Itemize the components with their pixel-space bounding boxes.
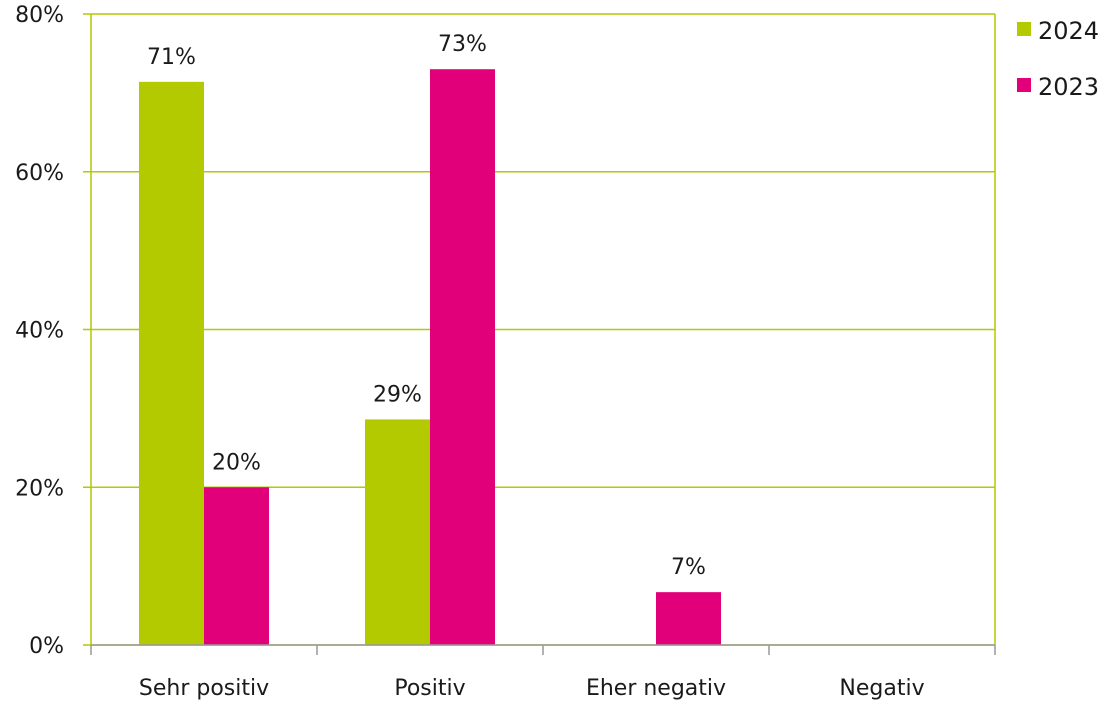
data-label: 7% bbox=[671, 555, 706, 580]
legend-swatch-2024 bbox=[1017, 22, 1031, 36]
x-axis-ticks: Sehr positiv Positiv Eher negativ Negativ bbox=[139, 676, 925, 701]
legend: 2024 2023 bbox=[1017, 17, 1099, 101]
axes bbox=[90, 14, 996, 655]
y-tick-label: 20% bbox=[15, 476, 64, 501]
bars bbox=[139, 69, 721, 645]
y-tick-label: 0% bbox=[29, 634, 64, 659]
data-label: 73% bbox=[438, 32, 487, 57]
data-labels: 71% 20% 29% 73% 7% bbox=[147, 32, 706, 580]
data-label: 71% bbox=[147, 45, 196, 70]
x-tick-label: Positiv bbox=[394, 676, 465, 701]
x-tick-label: Negativ bbox=[839, 676, 924, 701]
x-tick-label: Eher negativ bbox=[586, 676, 726, 701]
data-label: 29% bbox=[373, 382, 422, 407]
y-tick-label: 60% bbox=[15, 161, 64, 186]
y-tick-label: 40% bbox=[15, 319, 64, 344]
bar-2024-positiv bbox=[365, 419, 430, 645]
data-label: 20% bbox=[212, 450, 261, 475]
y-axis-ticks: 0% 20% 40% 60% 80% bbox=[15, 3, 64, 659]
legend-label-2024: 2024 bbox=[1038, 17, 1099, 45]
legend-swatch-2023 bbox=[1017, 78, 1031, 92]
bar-2023-sehr-positiv bbox=[204, 487, 269, 645]
bar-2023-positiv bbox=[430, 69, 495, 645]
bar-2023-eher-negativ bbox=[656, 592, 721, 645]
y-tick-label: 80% bbox=[15, 3, 64, 28]
legend-label-2023: 2023 bbox=[1038, 73, 1099, 101]
x-tick-label: Sehr positiv bbox=[139, 676, 269, 701]
bar-2024-sehr-positiv bbox=[139, 81, 204, 645]
